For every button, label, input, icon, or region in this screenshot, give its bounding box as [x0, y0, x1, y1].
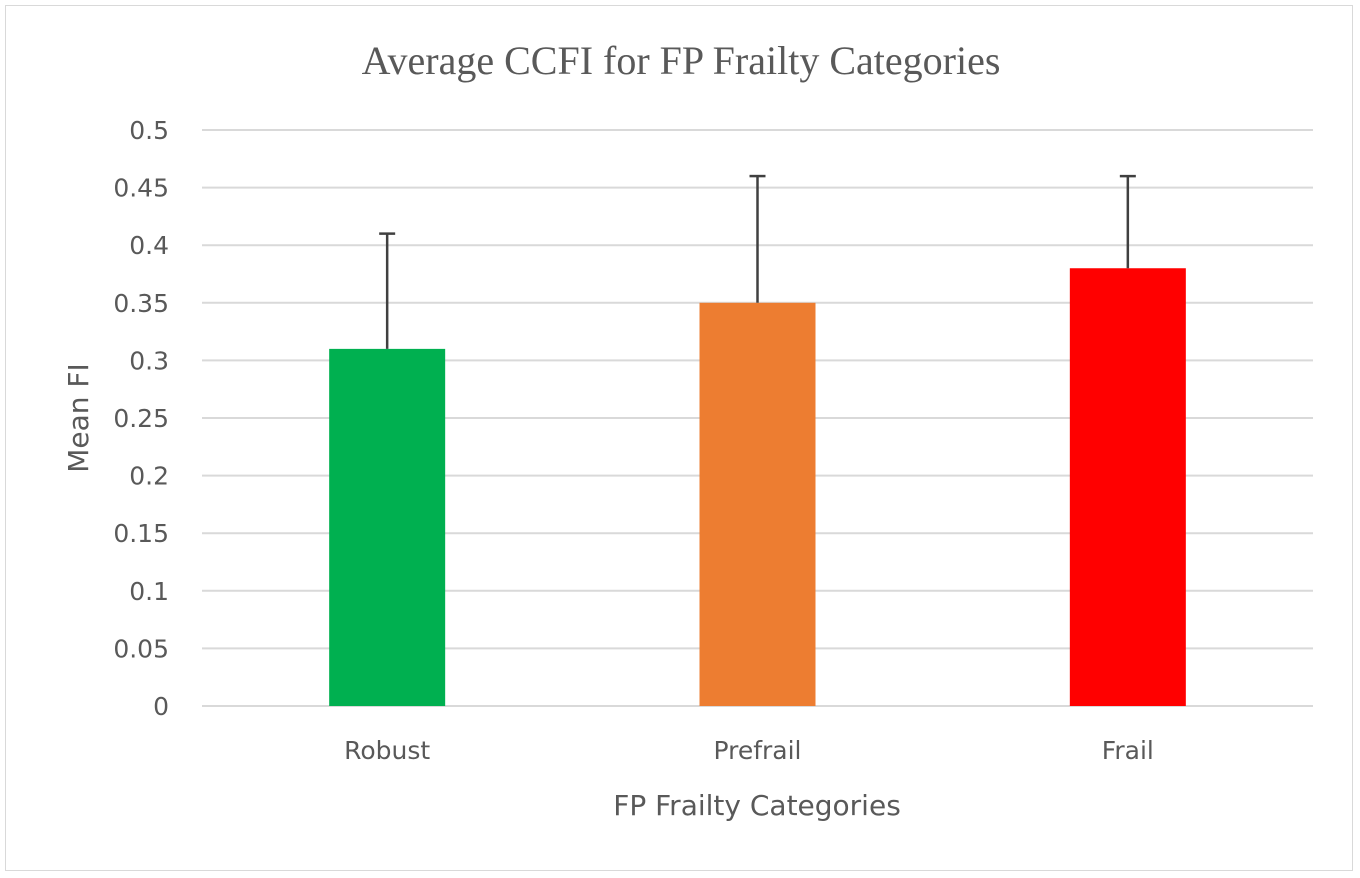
- y-tick-label: 0.45: [113, 174, 169, 203]
- error-bars: [379, 174, 1136, 349]
- y-axis-label: Mean FI: [62, 363, 95, 473]
- y-tick-label: 0.35: [113, 289, 169, 318]
- x-axis-label: FP Frailty Categories: [613, 789, 901, 822]
- y-tick-label: 0.4: [129, 231, 169, 260]
- y-tick-label: 0.05: [113, 634, 169, 663]
- x-axis-ticks: Robust Prefrail Frail: [344, 736, 1154, 765]
- y-axis-ticks: 0 0.05 0.1 0.15 0.2 0.25 0.3 0.35 0.4 0.45 0.5: [113, 116, 169, 721]
- bar-frail: [1069, 268, 1186, 706]
- x-tick-label-frail: Frail: [1102, 736, 1154, 765]
- y-tick-label: 0.3: [129, 346, 169, 375]
- y-tick-label: 0.5: [129, 116, 169, 145]
- y-tick-label: 0.15: [113, 519, 169, 548]
- y-tick-label: 0.25: [113, 404, 169, 433]
- y-tick-label: 0: [153, 692, 169, 721]
- y-tick-label: 0.1: [129, 577, 169, 606]
- bar-robust: [329, 348, 446, 706]
- bars: [329, 268, 1186, 706]
- x-tick-label-robust: Robust: [344, 736, 430, 765]
- x-tick-label-prefrail: Prefrail: [713, 736, 801, 765]
- bar-prefrail: [699, 302, 816, 706]
- chart-title: Average CCFI for FP Frailty Categories: [362, 38, 1001, 83]
- y-tick-label: 0.2: [129, 462, 169, 491]
